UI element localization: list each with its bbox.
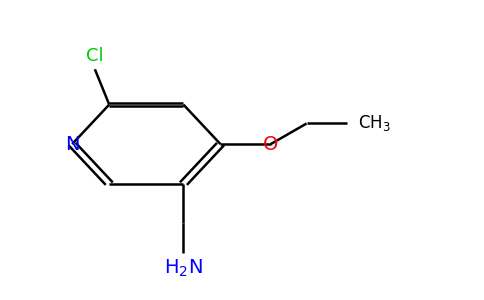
Text: O: O xyxy=(263,135,278,154)
Text: Cl: Cl xyxy=(86,47,104,65)
Text: N: N xyxy=(65,135,79,154)
Text: CH$_3$: CH$_3$ xyxy=(358,113,391,134)
Text: H$_2$N: H$_2$N xyxy=(164,257,203,278)
